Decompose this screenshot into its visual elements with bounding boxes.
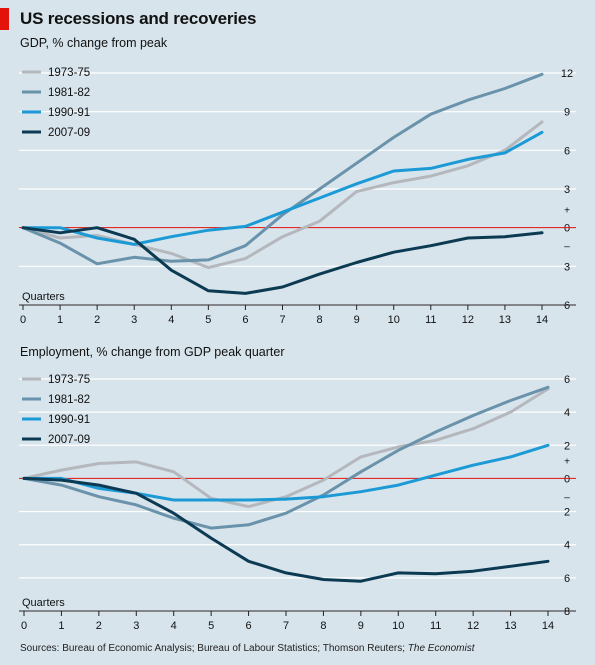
- employment-series-line-2007-09: [22, 476, 550, 583]
- gdp-x-tick-label: 5: [205, 314, 211, 326]
- employment-y-tick-label: 2: [564, 440, 570, 452]
- gdp-minus-sign: –: [564, 242, 570, 253]
- employment-y-tick-label: 4: [564, 540, 570, 552]
- employment-x-tick-label: 9: [358, 620, 364, 632]
- gdp-chart-title: GDP, % change from peak: [20, 36, 168, 50]
- gdp-series-line-1973-75: [21, 120, 544, 270]
- gdp-x-tick-label: 0: [20, 314, 26, 326]
- employment-x-tick-label: 7: [283, 620, 289, 632]
- gdp-y-tick-label: 3: [564, 261, 570, 273]
- gdp-x-tick-label: 9: [354, 314, 360, 326]
- gdp-x-tick-label: 6: [242, 314, 248, 326]
- gdp-legend-label: 1981-82: [48, 87, 90, 99]
- gdp-x-tick-label: 2: [94, 314, 100, 326]
- gdp-x-tick-label: 8: [317, 314, 323, 326]
- employment-x-tick-label: 6: [246, 620, 252, 632]
- gdp-plus-sign: +: [564, 206, 570, 217]
- employment-x-tick-label: 4: [171, 620, 177, 632]
- gdp-legend-label: 1973-75: [48, 67, 90, 79]
- employment-x-tick-label: 10: [392, 620, 404, 632]
- employment-legend-label: 2007-09: [48, 434, 90, 446]
- employment-legend-label: 1990-91: [48, 414, 90, 426]
- employment-x-tick-label: 3: [133, 620, 139, 632]
- gdp-series-line-1981-82: [21, 72, 544, 266]
- gdp-y-tick-label: 6: [564, 145, 570, 157]
- employment-chart-title: Employment, % change from GDP peak quart…: [20, 345, 285, 359]
- employment-y-tick-label: 6: [564, 374, 570, 386]
- employment-x-tick-label: 8: [320, 620, 326, 632]
- employment-y-tick-label: 8: [564, 606, 570, 618]
- employment-x-tick-label: 11: [430, 620, 441, 632]
- gdp-y-tick-label: 6: [564, 300, 570, 312]
- employment-y-tick-label: 0: [564, 473, 570, 485]
- gdp-x-tick-label: 7: [279, 314, 285, 326]
- accent-tab: [0, 8, 9, 30]
- gdp-x-axis-title: Quarters: [22, 291, 65, 303]
- gdp-x-tick-label: 10: [388, 314, 400, 326]
- gdp-x-tick-label: 11: [425, 314, 436, 326]
- employment-x-tick-label: 5: [208, 620, 214, 632]
- gdp-y-tick-label: 9: [564, 107, 570, 119]
- employment-x-tick-label: 13: [504, 620, 516, 632]
- employment-x-tick-label: 1: [58, 620, 64, 632]
- source-text: Sources: Bureau of Economic Analysis; Bu…: [20, 643, 408, 654]
- employment-y-tick-label: 4: [564, 407, 570, 419]
- employment-y-tick-label: 2: [564, 507, 570, 519]
- gdp-x-tick-label: 14: [536, 314, 548, 326]
- gdp-x-tick-label: 13: [499, 314, 511, 326]
- employment-x-axis-title: Quarters: [22, 597, 65, 609]
- gdp-y-tick-label: 3: [564, 184, 570, 196]
- employment-series-line-1973-75: [22, 387, 550, 509]
- employment-legend-label: 1973-75: [48, 374, 90, 386]
- employment-minus-sign: –: [564, 492, 570, 503]
- employment-x-tick-label: 12: [467, 620, 479, 632]
- gdp-legend-label: 2007-09: [48, 127, 90, 139]
- employment-y-tick-label: 6: [564, 573, 570, 585]
- gdp-legend-label: 1990-91: [48, 107, 90, 119]
- gdp-x-tick-label: 3: [131, 314, 137, 326]
- employment-legend-label: 1981-82: [48, 394, 90, 406]
- employment-x-tick-label: 2: [96, 620, 102, 632]
- source-publication: The Economist: [407, 643, 475, 654]
- gdp-y-tick-label: 12: [561, 68, 573, 80]
- source-note: Sources: Bureau of Economic Analysis; Bu…: [20, 643, 475, 654]
- gdp-x-tick-label: 4: [168, 314, 174, 326]
- employment-plus-sign: +: [564, 456, 570, 467]
- gdp-x-tick-label: 12: [462, 314, 474, 326]
- employment-x-tick-label: 0: [21, 620, 27, 632]
- gdp-y-tick-label: 0: [564, 223, 570, 235]
- employment-x-tick-label: 14: [542, 620, 554, 632]
- gdp-series-line-1990-91: [21, 130, 544, 246]
- gdp-series-line-2007-09: [21, 226, 544, 295]
- employment-series-line-1981-82: [22, 385, 550, 530]
- gdp-x-tick-label: 1: [57, 314, 63, 326]
- employment-series-line-1990-91: [22, 443, 550, 502]
- page-title: US recessions and recoveries: [20, 9, 257, 28]
